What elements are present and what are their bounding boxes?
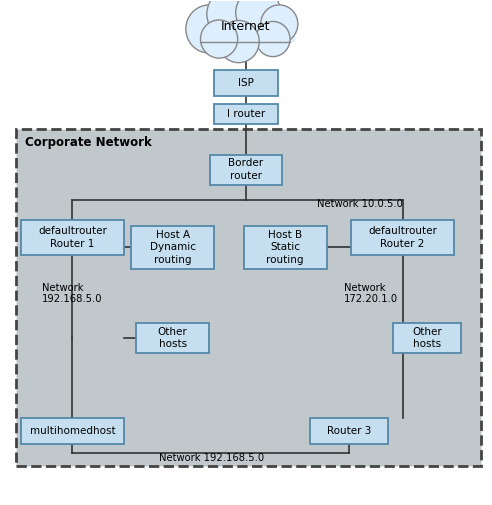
FancyBboxPatch shape bbox=[214, 105, 278, 124]
Text: Internet: Internet bbox=[221, 20, 271, 33]
Circle shape bbox=[186, 5, 233, 53]
Polygon shape bbox=[190, 19, 295, 41]
Text: Network 192.168.5.0: Network 192.168.5.0 bbox=[159, 453, 264, 464]
Text: l router: l router bbox=[227, 110, 265, 119]
Text: Network
172.20.1.0: Network 172.20.1.0 bbox=[344, 283, 398, 305]
FancyBboxPatch shape bbox=[214, 70, 278, 96]
Text: Host A
Dynamic
routing: Host A Dynamic routing bbox=[150, 230, 196, 265]
Text: Border
router: Border router bbox=[228, 159, 264, 181]
FancyBboxPatch shape bbox=[21, 220, 123, 255]
FancyBboxPatch shape bbox=[131, 226, 214, 269]
Text: Host B
Static
routing: Host B Static routing bbox=[266, 230, 304, 265]
Text: multihomedhost: multihomedhost bbox=[30, 426, 115, 436]
Circle shape bbox=[201, 20, 238, 58]
Text: defaultrouter
Router 1: defaultrouter Router 1 bbox=[38, 226, 107, 248]
Circle shape bbox=[261, 5, 298, 43]
Circle shape bbox=[256, 22, 290, 57]
Circle shape bbox=[236, 0, 281, 35]
Text: defaultrouter
Router 2: defaultrouter Router 2 bbox=[368, 226, 437, 248]
Text: Router 3: Router 3 bbox=[327, 426, 371, 436]
Text: Corporate Network: Corporate Network bbox=[25, 136, 152, 149]
Text: Other
hosts: Other hosts bbox=[412, 327, 442, 349]
FancyBboxPatch shape bbox=[21, 418, 123, 444]
Circle shape bbox=[207, 0, 256, 39]
FancyBboxPatch shape bbox=[210, 155, 282, 185]
Text: Other
hosts: Other hosts bbox=[158, 327, 187, 349]
FancyBboxPatch shape bbox=[309, 418, 388, 444]
FancyBboxPatch shape bbox=[244, 226, 327, 269]
FancyBboxPatch shape bbox=[136, 323, 209, 353]
FancyBboxPatch shape bbox=[393, 323, 461, 353]
FancyBboxPatch shape bbox=[351, 220, 454, 255]
FancyBboxPatch shape bbox=[16, 129, 481, 466]
Text: Network 10.0.5.0: Network 10.0.5.0 bbox=[317, 199, 403, 209]
Circle shape bbox=[218, 21, 259, 63]
Text: ISP: ISP bbox=[238, 78, 254, 88]
Text: Network
192.168.5.0: Network 192.168.5.0 bbox=[41, 283, 102, 305]
